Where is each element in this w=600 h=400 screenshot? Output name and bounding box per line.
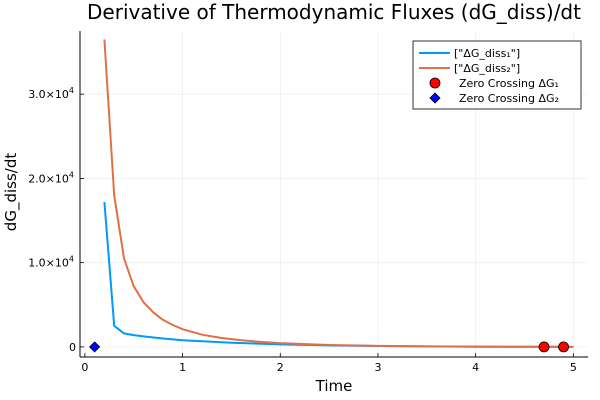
x-tick-label: 0 xyxy=(81,361,88,374)
x-tick-label: 1 xyxy=(179,361,186,374)
ticks: 0 1 2 3 4 5 0 1.0×104 2.0×104 3.0×104 xyxy=(28,86,577,374)
zero-crossing-point-2 xyxy=(89,341,101,353)
y-tick-label: 3.0×104 xyxy=(28,86,74,101)
series-line-2 xyxy=(103,39,574,348)
series-layer xyxy=(89,39,574,353)
legend-label-4: Zero Crossing ΔG₂ xyxy=(459,92,559,105)
zero-crossing-point-1 xyxy=(538,341,550,353)
y-axis-label: dG_diss/dt xyxy=(2,153,21,232)
legend-swatch-4 xyxy=(429,92,441,104)
chart-title: Derivative of Thermodynamic Fluxes (dG_d… xyxy=(87,0,581,24)
legend-label-1: ["ΔG_diss₁"] xyxy=(454,47,520,60)
y-tick-label: 1.0×104 xyxy=(28,255,74,270)
legend-label-3: Zero Crossing ΔG₁ xyxy=(459,77,559,90)
x-tick-label: 4 xyxy=(472,361,479,374)
x-tick-label: 5 xyxy=(570,361,577,374)
zero-crossing-point-1 xyxy=(558,341,569,353)
legend-label-2: ["ΔG_diss₂"] xyxy=(454,62,520,75)
x-tick-label: 3 xyxy=(374,361,381,374)
y-tick-label: 2.0×104 xyxy=(28,170,74,185)
y-tick-label: 0 xyxy=(69,341,76,354)
legend-swatch-3 xyxy=(429,77,441,89)
legend: ["ΔG_diss₁"] ["ΔG_diss₂"] Zero Crossing ΔG… xyxy=(412,40,582,110)
x-axis-label: Time xyxy=(315,377,353,395)
axes xyxy=(79,31,588,358)
x-tick-label: 2 xyxy=(277,361,284,374)
